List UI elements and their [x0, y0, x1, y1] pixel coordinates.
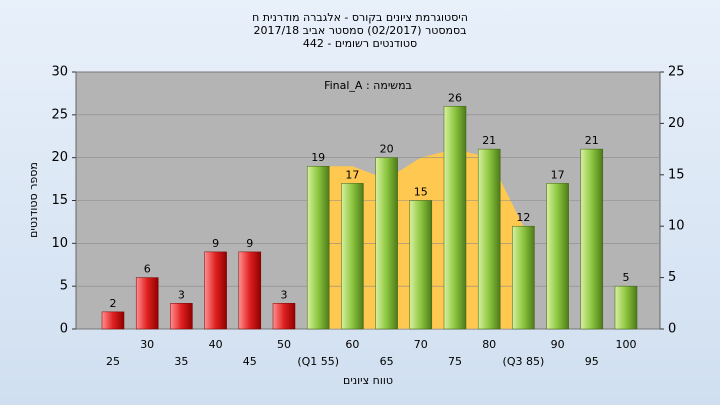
data-label: 6 — [144, 263, 151, 276]
y-tick-label: 5 — [60, 279, 68, 294]
bar — [580, 148, 604, 330]
y2-tick-label: 15 — [668, 167, 685, 182]
data-label: 3 — [178, 288, 185, 301]
y-tick-label: 25 — [51, 107, 68, 122]
y2-tick-label: 10 — [668, 219, 685, 234]
y-tick-label: 10 — [51, 236, 68, 251]
data-label: 9 — [246, 237, 253, 250]
data-label: 21 — [585, 134, 599, 147]
data-label: 2 — [110, 297, 117, 310]
annotation: במשימה : Final_A — [324, 79, 412, 92]
x-tick-label: 90 — [551, 338, 565, 351]
x-tick-label: 95 — [585, 355, 599, 368]
x-axis-label: טווח ציונים — [343, 374, 393, 387]
bar — [614, 285, 638, 330]
x-tick-label: 60 — [345, 338, 359, 351]
x-tick-label: 45 — [243, 355, 257, 368]
y-tick-label: 30 — [51, 65, 68, 80]
x-tick-label: 30 — [140, 338, 154, 351]
bar — [238, 251, 262, 330]
bar — [341, 183, 364, 330]
chart-subtitle: סטודנטים רשומים - 442 — [303, 37, 417, 50]
data-label: 3 — [281, 288, 288, 301]
data-label: 15 — [414, 186, 428, 199]
x-tick-label: 40 — [209, 338, 223, 351]
bar — [375, 157, 398, 330]
bar — [512, 225, 535, 330]
y-axis-label: מספר סטודנטים — [27, 162, 40, 238]
x-tick-label: (Q3 85) — [503, 355, 545, 368]
data-label: 26 — [448, 91, 462, 104]
bar — [204, 251, 227, 330]
y-tick-label: 15 — [51, 193, 68, 208]
bar — [443, 106, 467, 330]
y2-tick-label: 25 — [668, 65, 685, 80]
x-tick-label: 75 — [448, 355, 462, 368]
y2-tick-label: 5 — [668, 270, 676, 285]
data-label: 9 — [212, 237, 219, 250]
y2-tick-label: 0 — [668, 322, 676, 337]
data-label: 19 — [311, 151, 325, 164]
bar — [546, 183, 569, 330]
y2-tick-label: 20 — [668, 116, 685, 131]
bar — [272, 303, 296, 330]
data-label: 17 — [551, 168, 565, 181]
x-tick-label: 70 — [414, 338, 428, 351]
x-tick-label: 35 — [174, 355, 188, 368]
data-label: 21 — [482, 134, 496, 147]
data-label: 12 — [516, 211, 530, 224]
data-label: 5 — [623, 271, 630, 284]
bar — [409, 200, 433, 330]
chart-subtitle: בסמסטר (02/2017) סמסטר אביב 2017/18 — [253, 24, 466, 37]
x-tick-label: 65 — [380, 355, 394, 368]
x-tick-label: 50 — [277, 338, 291, 351]
x-tick-label: 25 — [106, 355, 120, 368]
bar — [135, 277, 159, 330]
y-tick-label: 0 — [60, 322, 68, 337]
data-label: 20 — [380, 143, 394, 156]
bar — [306, 165, 330, 330]
bar — [477, 148, 501, 330]
y-tick-label: 20 — [51, 150, 68, 165]
bar — [170, 303, 193, 330]
x-tick-label: (Q1 55) — [297, 355, 339, 368]
data-label: 17 — [345, 168, 359, 181]
x-tick-label: 80 — [482, 338, 496, 351]
x-tick-label: 100 — [616, 338, 637, 351]
chart-title: היסטוגרמת ציונים בקורס - אלגברה מודרנית … — [252, 11, 468, 24]
bar — [101, 311, 125, 330]
